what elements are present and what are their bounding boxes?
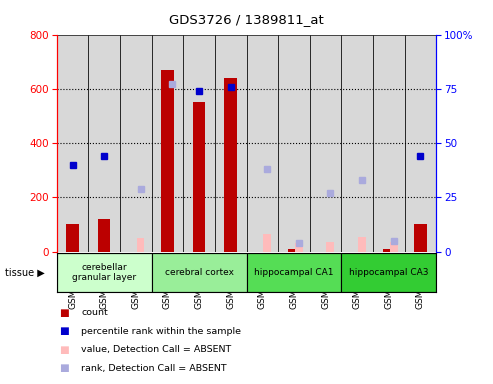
Bar: [310, 35, 341, 252]
Bar: [88, 35, 120, 252]
Text: GDS3726 / 1389811_at: GDS3726 / 1389811_at: [169, 13, 324, 26]
Bar: [414, 224, 427, 252]
Text: ■: ■: [59, 326, 69, 336]
Text: percentile rank within the sample: percentile rank within the sample: [81, 327, 242, 336]
Bar: [183, 35, 215, 252]
Text: tissue ▶: tissue ▶: [5, 268, 45, 278]
Bar: [152, 35, 183, 252]
Text: hippocampal CA1: hippocampal CA1: [254, 268, 334, 277]
Bar: [224, 78, 237, 252]
Text: count: count: [81, 308, 108, 318]
Bar: [57, 35, 88, 252]
Bar: [326, 242, 334, 252]
Bar: [373, 35, 405, 252]
Bar: [295, 243, 303, 252]
Bar: [66, 224, 79, 252]
Bar: [263, 234, 271, 252]
Bar: [120, 35, 152, 252]
Text: ■: ■: [59, 363, 69, 373]
Bar: [193, 103, 206, 252]
Text: ■: ■: [59, 345, 69, 355]
Bar: [278, 35, 310, 252]
Bar: [341, 253, 436, 292]
Text: cerebral cortex: cerebral cortex: [165, 268, 234, 277]
Bar: [57, 253, 152, 292]
Bar: [246, 253, 341, 292]
Bar: [405, 35, 436, 252]
Bar: [389, 242, 397, 252]
Text: value, Detection Call = ABSENT: value, Detection Call = ABSENT: [81, 345, 232, 354]
Text: rank, Detection Call = ABSENT: rank, Detection Call = ABSENT: [81, 364, 227, 373]
Text: ■: ■: [59, 308, 69, 318]
Bar: [358, 237, 366, 252]
Bar: [161, 70, 174, 252]
Bar: [246, 35, 278, 252]
Bar: [341, 35, 373, 252]
Bar: [215, 35, 246, 252]
Bar: [137, 238, 144, 252]
Text: cerebellar
granular layer: cerebellar granular layer: [72, 263, 136, 282]
Bar: [98, 219, 110, 252]
Bar: [152, 253, 246, 292]
Text: hippocampal CA3: hippocampal CA3: [349, 268, 428, 277]
Bar: [383, 249, 395, 252]
Bar: [287, 249, 300, 252]
